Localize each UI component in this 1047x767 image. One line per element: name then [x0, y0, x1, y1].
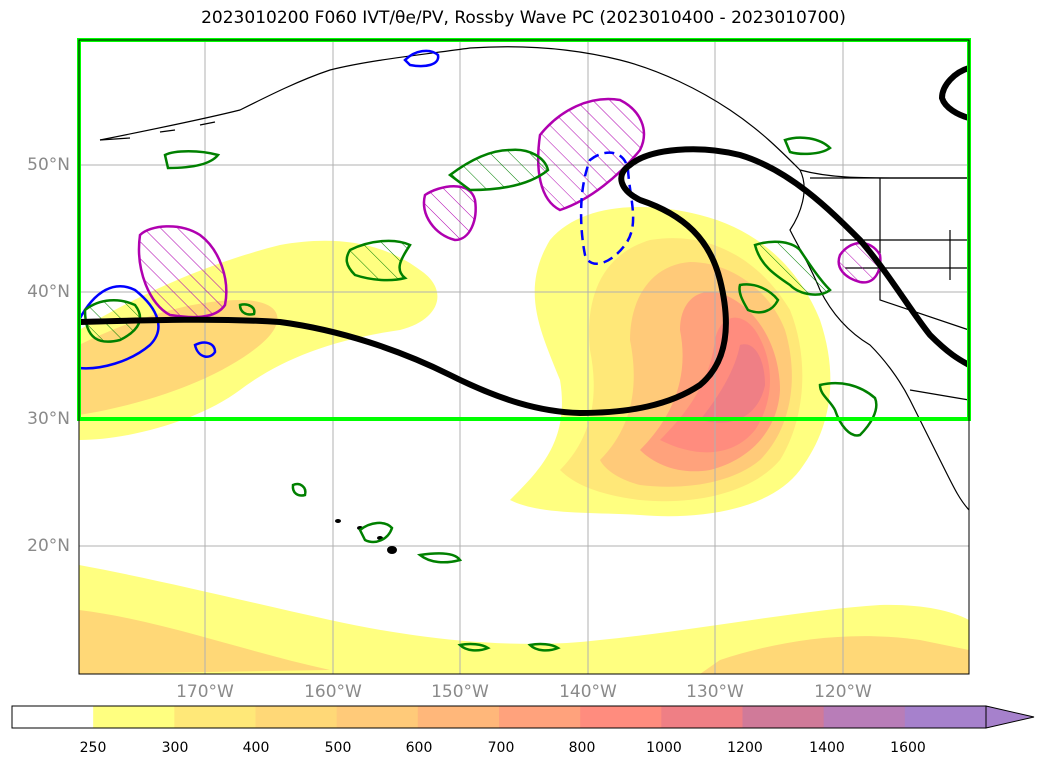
theta-e-neg-gulf [579, 151, 635, 265]
border-states-1 [840, 178, 970, 331]
lon-label-130W: 130°W [686, 682, 744, 702]
colorbar-tick-1400: 1400 [809, 740, 845, 756]
lat-label-20N: 20°N [27, 536, 70, 556]
lat-label-50N: 50°N [27, 155, 70, 175]
lon-label-160W: 160°W [304, 682, 362, 702]
pv-contour-south-3 [527, 642, 561, 652]
coastline-aleutians [99, 121, 216, 141]
colorbar-swatch [661, 706, 743, 728]
island-kauai [335, 519, 341, 523]
lat-label-40N: 40°N [27, 282, 70, 302]
pv-contour-north-1 [163, 150, 221, 170]
theta-e-neg-small [193, 341, 217, 358]
colorbar-tick-1200: 1200 [727, 740, 763, 756]
rossby-wave-line-ne [938, 65, 970, 121]
rossby-wave-line [78, 146, 971, 417]
coastline-alaska [99, 46, 969, 179]
colorbar-swatch [580, 706, 662, 728]
lon-label-140W: 140°W [559, 682, 617, 702]
border-us-mexico [909, 389, 970, 401]
coastlines [99, 46, 970, 511]
colorbar-extend-arrow [985, 705, 1035, 729]
lat-label-30N: 30°N [27, 409, 70, 429]
coastline-bc-coast [789, 169, 970, 511]
ivt-band-southern-east [700, 636, 969, 674]
colorbar-tick-700: 700 [487, 740, 515, 756]
colorbar-swatch [336, 706, 419, 728]
pv-contour-south-1 [416, 552, 463, 564]
pv-contour-hawaii-1 [358, 521, 394, 544]
colorbar-swatch [174, 706, 256, 728]
pv-contour-coast-3 [738, 283, 780, 314]
pv-contour-coast-4 [783, 136, 832, 156]
ivt-river-peak [700, 344, 765, 423]
colorbar-swatch [12, 706, 94, 728]
pv-contour-south-2 [457, 642, 491, 652]
pv-contour-coast-2 [818, 381, 878, 437]
pv-contour-coast-1 [753, 240, 832, 296]
theta-e-positive-contours [137, 97, 882, 319]
theta-e-pos-gulf [536, 97, 646, 212]
theta-e-pos-west [137, 225, 228, 319]
colorbar-tick-500: 500 [324, 740, 352, 756]
pv-contour-gulf-1 [447, 148, 550, 192]
colorbar-border [11, 705, 987, 729]
colorbar-swatch [823, 706, 906, 728]
ivt-band-southern [79, 565, 969, 674]
colorbar-swatch [417, 706, 500, 728]
colorbar-swatch [255, 706, 338, 728]
theta-e-pos-center [422, 185, 477, 242]
map-frame [78, 39, 970, 675]
colorbar-swatch [93, 706, 175, 728]
map-title: 2023010200 F060 IVT/θe/PV, Rossby Wave P… [201, 8, 846, 28]
pv-contour-small-1 [291, 482, 307, 497]
pv-contour-small-2 [238, 303, 256, 316]
colorbar-swatch [904, 706, 987, 728]
colorbar-swatch [742, 706, 825, 728]
island-hawaii [387, 546, 397, 554]
colorbar-tick-250: 250 [79, 740, 107, 756]
colorbar [11, 705, 1035, 729]
colorbar-tick-1600: 1600 [890, 740, 926, 756]
colorbar-tick-400: 400 [242, 740, 270, 756]
pv-contours [83, 136, 878, 652]
colorbar-tick-1000: 1000 [646, 740, 682, 756]
lon-label-120W: 120°W [814, 682, 872, 702]
colorbar-swatch [499, 706, 581, 728]
theta-e-neg-north [403, 49, 440, 68]
colorbar-tick-600: 600 [405, 740, 433, 756]
colorbar-tick-800: 800 [568, 740, 596, 756]
pv-contour-mid-1 [345, 239, 412, 282]
lon-label-150W: 150°W [431, 682, 489, 702]
lon-label-170W: 170°W [176, 682, 234, 702]
colorbar-tick-300: 300 [161, 740, 189, 756]
